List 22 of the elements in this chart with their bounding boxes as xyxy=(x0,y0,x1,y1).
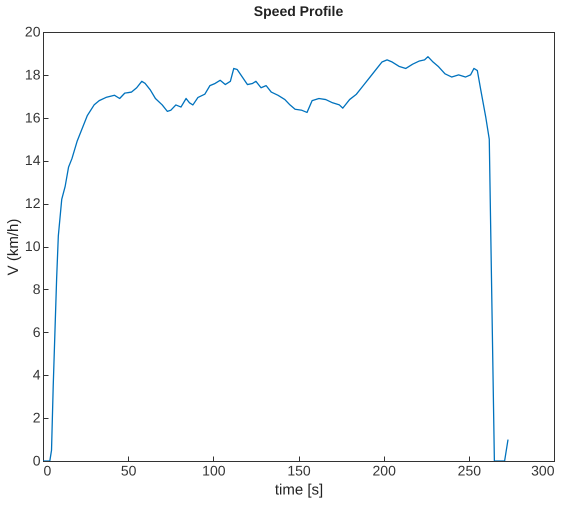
y-tick-label: 10 xyxy=(24,238,41,254)
y-axis-title: V (km/h) xyxy=(4,218,22,276)
y-tick-label: 6 xyxy=(32,324,41,340)
y-tick-label: 18 xyxy=(24,66,41,82)
y-tick-label: 14 xyxy=(24,152,41,168)
line-series xyxy=(43,56,509,461)
x-tick-label: 50 xyxy=(120,462,137,478)
y-tick-label: 4 xyxy=(32,366,41,383)
y-tick-label: 0 xyxy=(32,452,41,468)
y-tick-label: 2 xyxy=(32,410,41,426)
y-tick-label: 20 xyxy=(24,24,41,40)
x-tick-label: 250 xyxy=(458,462,482,478)
x-tick-label: 100 xyxy=(202,462,226,478)
x-tick-label: 200 xyxy=(372,462,396,478)
y-tick-label: 16 xyxy=(24,109,41,126)
x-axis-title: time [s] xyxy=(274,482,324,498)
chart-title: Speed Profile xyxy=(254,3,344,19)
x-tick-label: 300 xyxy=(531,462,555,478)
x-tick-label: 150 xyxy=(287,462,311,478)
y-tick-label: 8 xyxy=(32,280,41,297)
y-tick-label: 12 xyxy=(24,195,41,212)
x-tick-label: 0 xyxy=(44,462,52,478)
